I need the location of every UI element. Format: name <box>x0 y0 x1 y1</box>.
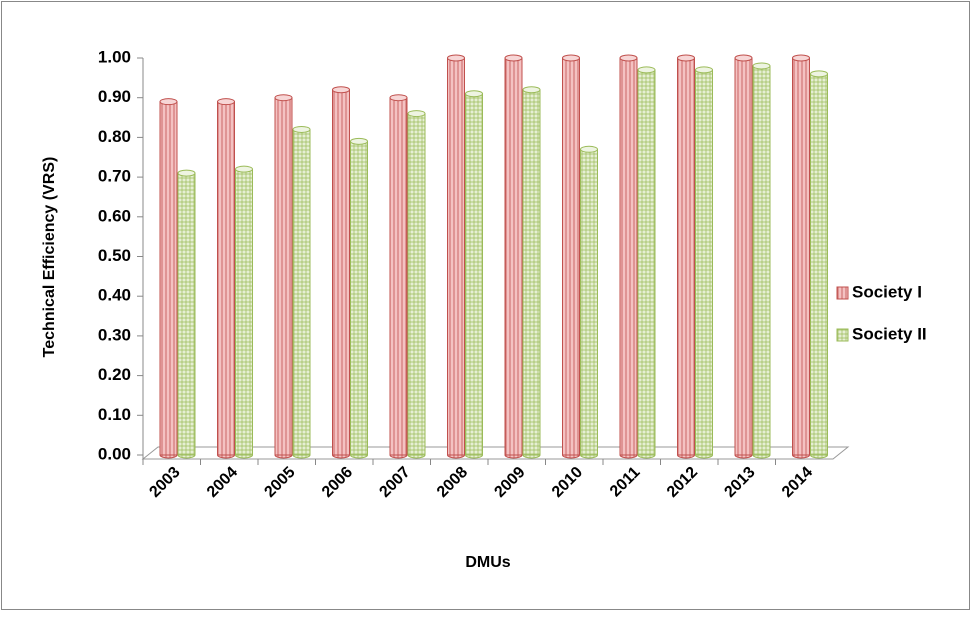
cylinder-cap <box>695 66 713 74</box>
cylinder-cap <box>407 110 426 118</box>
y-tick-label: 0.10 <box>98 405 131 424</box>
cylinder-cap <box>465 90 483 98</box>
cylinder-cap <box>522 86 541 94</box>
y-tick-label: 0.50 <box>98 246 131 265</box>
cylinder-cap <box>752 62 771 70</box>
cylinder-cap <box>332 86 350 94</box>
bar <box>810 73 828 456</box>
bar <box>619 57 638 456</box>
cylinder-cap <box>389 94 408 102</box>
cylinder-cap <box>677 54 695 62</box>
bar <box>465 93 483 456</box>
bar <box>407 113 426 456</box>
x-axis-title: DMUs <box>465 554 510 571</box>
legend-label: Society II <box>852 324 927 343</box>
bar <box>562 57 580 456</box>
legend-swatch <box>836 286 849 300</box>
bar <box>792 57 810 456</box>
y-tick-label: 1.00 <box>98 47 131 66</box>
cylinder-cap <box>292 125 311 133</box>
bar <box>177 172 196 456</box>
cylinder-cap <box>350 137 368 145</box>
y-axis-title: Technical Efficiency (VRS) <box>41 157 58 358</box>
bar <box>350 140 368 456</box>
bar <box>274 97 293 456</box>
bar <box>637 69 656 456</box>
bar <box>522 89 541 456</box>
y-tick-label: 0.90 <box>98 87 131 106</box>
y-tick-label: 0.60 <box>98 206 131 225</box>
cylinder-cap <box>159 98 178 106</box>
y-tick-label: 0.00 <box>98 444 131 463</box>
cylinder-cap <box>235 165 253 173</box>
bar <box>580 148 598 456</box>
bar <box>734 57 753 456</box>
cylinder-cap <box>447 54 465 62</box>
bar <box>752 65 771 456</box>
y-tick-label: 0.80 <box>98 127 131 146</box>
cylinder-cap <box>637 66 656 74</box>
y-tick-label: 0.20 <box>98 365 131 384</box>
y-tick-label: 0.40 <box>98 286 131 305</box>
bar <box>292 128 311 456</box>
cylinder-cap <box>274 94 293 102</box>
cylinder-cap <box>177 169 196 177</box>
bar <box>695 69 713 456</box>
cylinder-cap <box>810 70 828 78</box>
cylinder-cap <box>580 145 598 153</box>
bar <box>504 57 523 456</box>
cylinder-cap <box>734 54 753 62</box>
bar <box>447 57 465 456</box>
cylinder-cap <box>619 54 638 62</box>
bar <box>332 89 350 456</box>
bar <box>217 101 235 456</box>
cylinder-cap <box>792 54 810 62</box>
bar <box>677 57 695 456</box>
cylinder-cap <box>217 98 235 106</box>
cylinder-cap <box>562 54 580 62</box>
bar <box>389 97 408 456</box>
y-tick-label: 0.70 <box>98 167 131 186</box>
bar <box>235 168 253 456</box>
cylinder-cap <box>504 54 523 62</box>
y-tick-label: 0.30 <box>98 325 131 344</box>
legend-label: Society I <box>852 282 922 301</box>
bar <box>159 101 178 456</box>
legend-swatch <box>836 328 849 342</box>
